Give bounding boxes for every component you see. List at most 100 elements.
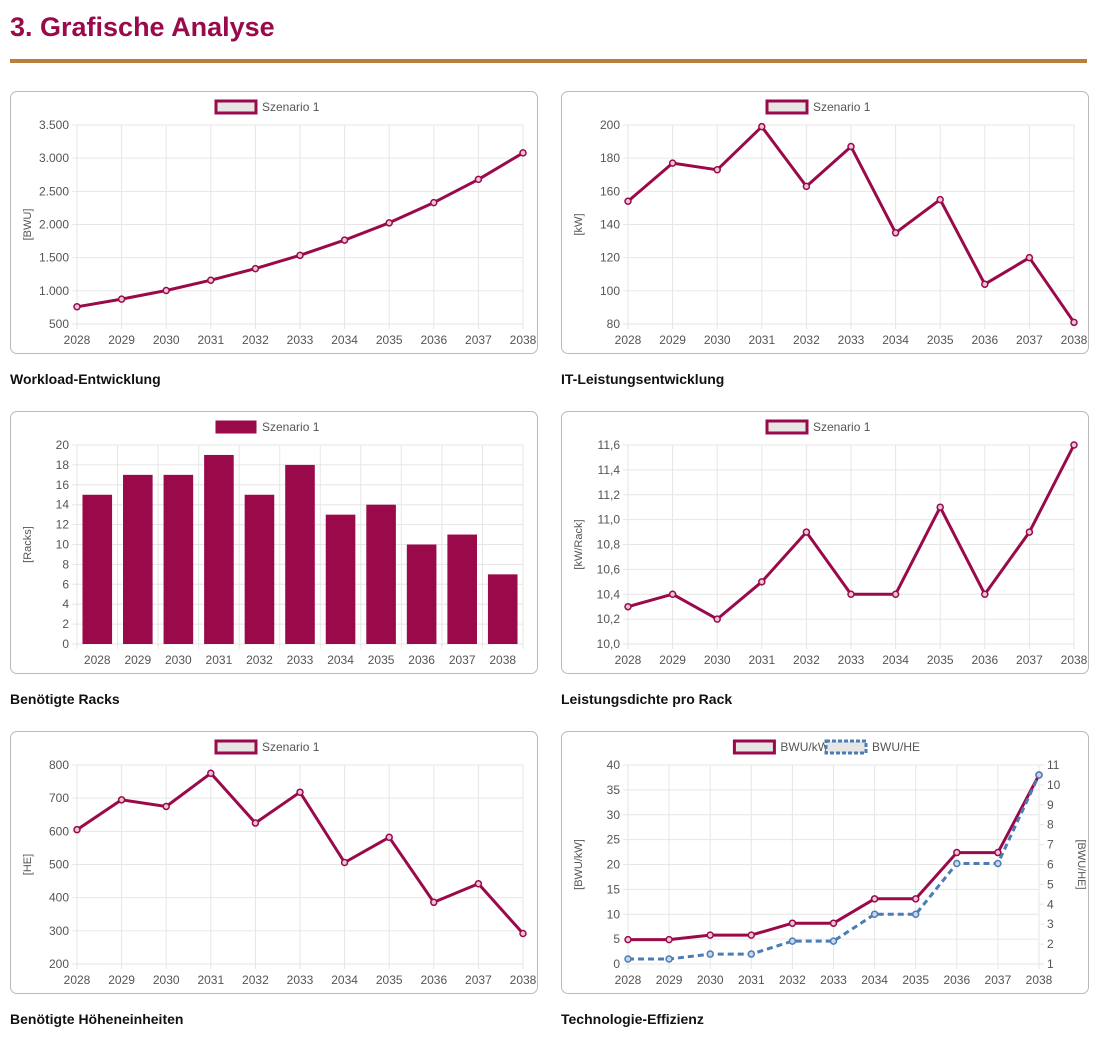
data-point bbox=[829, 919, 838, 927]
y-tick-label: 500 bbox=[49, 317, 69, 331]
legend-label: BWU/HE bbox=[872, 740, 920, 754]
y-tick-label: 120 bbox=[600, 251, 620, 265]
y-tick-label: 2.000 bbox=[39, 218, 69, 232]
legend-label: Szenario 1 bbox=[262, 420, 320, 434]
data-point bbox=[981, 590, 989, 598]
y-tick-label: 30 bbox=[607, 808, 621, 822]
x-tick-label: 2035 bbox=[376, 333, 403, 347]
x-tick-label: 2035 bbox=[376, 973, 403, 987]
x-tick-label: 2028 bbox=[615, 333, 642, 347]
data-point bbox=[747, 931, 756, 939]
y-tick-label: 11,0 bbox=[598, 513, 621, 527]
y-tick-label: 180 bbox=[600, 151, 620, 165]
legend-swatch bbox=[732, 739, 776, 755]
bar bbox=[447, 534, 477, 644]
data-point bbox=[430, 198, 438, 207]
data-point bbox=[891, 229, 900, 237]
data-point bbox=[624, 197, 632, 206]
height-units-chart: 200 300 400 500 600 700 800 2028 2029 2030 2031 203… bbox=[22, 739, 537, 987]
legend-swatch bbox=[765, 419, 809, 435]
bar bbox=[163, 474, 194, 644]
x-tick-label: 2037 bbox=[449, 653, 476, 667]
y-tick-label: 6 bbox=[62, 577, 69, 591]
data-point bbox=[706, 931, 714, 939]
racks-chart: 0 2 4 6 8 10 12 14 16 18 20 2028 2029 2030 2031 2032 203… bbox=[22, 420, 524, 667]
x-tick-label: 2036 bbox=[408, 653, 435, 667]
x-tick-label: 2035 bbox=[927, 333, 954, 347]
x-tick-label: 2029 bbox=[124, 653, 151, 667]
data-point bbox=[911, 910, 920, 918]
data-point bbox=[117, 295, 126, 303]
data-point bbox=[911, 895, 920, 903]
x-tick-label: 2030 bbox=[153, 333, 180, 347]
y2-axis-label: [BWU/HE] bbox=[1075, 839, 1087, 889]
chart-card-it-power: 80 100 120 140 160 180 200 2028 2029 2030 2031 2032… bbox=[561, 91, 1089, 354]
data-point bbox=[624, 602, 632, 611]
chart-card-power-density: 10,0 10,2 10,4 10,6 10,8 11,0 11,2 11,4 11,6 2028… bbox=[561, 411, 1089, 674]
data-point bbox=[1025, 528, 1034, 536]
data-point bbox=[870, 895, 879, 903]
legend-label: BWU/kW bbox=[780, 740, 829, 754]
bar bbox=[406, 544, 437, 644]
workload-chart: 500 1.000 1.500 2.000 2.500 3.000 3.500 2028 202… bbox=[22, 99, 537, 347]
x-tick-label: 2033 bbox=[287, 653, 314, 667]
y-tick-label: 3.500 bbox=[39, 118, 69, 132]
y2-tick-label: 9 bbox=[1047, 798, 1054, 812]
data-point bbox=[713, 615, 721, 623]
data-point bbox=[296, 251, 304, 260]
bar bbox=[244, 494, 275, 644]
data-point bbox=[847, 142, 855, 151]
chart-card-racks: 0 2 4 6 8 10 12 14 16 18 20 2028 2029 2030 2031 2032 203… bbox=[10, 411, 538, 674]
x-tick-label: 2037 bbox=[465, 973, 492, 987]
data-point bbox=[665, 955, 673, 963]
x-tick-label: 2029 bbox=[659, 333, 686, 347]
data-point bbox=[891, 590, 900, 598]
x-tick-label: 2035 bbox=[368, 653, 395, 667]
y-tick-label: 160 bbox=[600, 184, 620, 198]
y-tick-label: 300 bbox=[49, 924, 69, 938]
data-point bbox=[870, 910, 879, 918]
chart-caption-efficiency: Technologie-Effizienz bbox=[561, 1011, 704, 1027]
y-tick-label: 10,8 bbox=[597, 538, 621, 552]
chart-card-workload: 500 1.000 1.500 2.000 2.500 3.000 3.500 2028 202… bbox=[10, 91, 538, 354]
legend-label: Szenario 1 bbox=[262, 100, 320, 114]
x-tick-label: 2038 bbox=[1061, 653, 1088, 667]
data-point bbox=[936, 503, 944, 511]
x-tick-label: 2028 bbox=[615, 653, 642, 667]
legend-label: Szenario 1 bbox=[813, 100, 871, 114]
x-tick-label: 2029 bbox=[659, 653, 686, 667]
y-tick-label: 10 bbox=[56, 538, 70, 552]
page-title: 3. Grafische Analyse bbox=[10, 12, 275, 42]
x-tick-label: 2029 bbox=[108, 333, 135, 347]
y-tick-label: 10,4 bbox=[597, 587, 621, 601]
y-tick-label: 2.500 bbox=[39, 184, 69, 198]
legend-label: Szenario 1 bbox=[813, 420, 871, 434]
x-tick-label: 2033 bbox=[820, 973, 847, 987]
y2-tick-label: 10 bbox=[1047, 778, 1061, 792]
data-point bbox=[162, 286, 170, 295]
x-tick-label: 2035 bbox=[902, 973, 929, 987]
x-tick-label: 2030 bbox=[165, 653, 192, 667]
data-point bbox=[994, 848, 1002, 857]
bar bbox=[487, 574, 518, 644]
chart-caption-workload: Workload-Entwicklung bbox=[10, 371, 161, 387]
y-tick-label: 20 bbox=[607, 858, 621, 872]
x-tick-label: 2028 bbox=[84, 653, 111, 667]
y-axis-label: [BWU] bbox=[22, 209, 34, 241]
x-tick-label: 2033 bbox=[287, 973, 314, 987]
y-axis-label: [kW/Rack] bbox=[573, 519, 585, 569]
y-tick-label: 12 bbox=[56, 518, 70, 532]
y-tick-label: 25 bbox=[607, 833, 621, 847]
y-tick-label: 11,4 bbox=[598, 463, 621, 477]
x-tick-label: 2032 bbox=[242, 333, 269, 347]
data-point bbox=[747, 950, 756, 958]
data-point bbox=[296, 788, 304, 796]
y-tick-label: 18 bbox=[56, 458, 70, 472]
data-point bbox=[994, 859, 1002, 868]
y-tick-label: 10,6 bbox=[597, 562, 621, 576]
data-point bbox=[117, 796, 126, 804]
y2-tick-label: 8 bbox=[1047, 818, 1054, 832]
data-point bbox=[519, 149, 527, 157]
y-axis-label: [Racks] bbox=[22, 526, 34, 563]
y-tick-label: 15 bbox=[607, 882, 621, 896]
